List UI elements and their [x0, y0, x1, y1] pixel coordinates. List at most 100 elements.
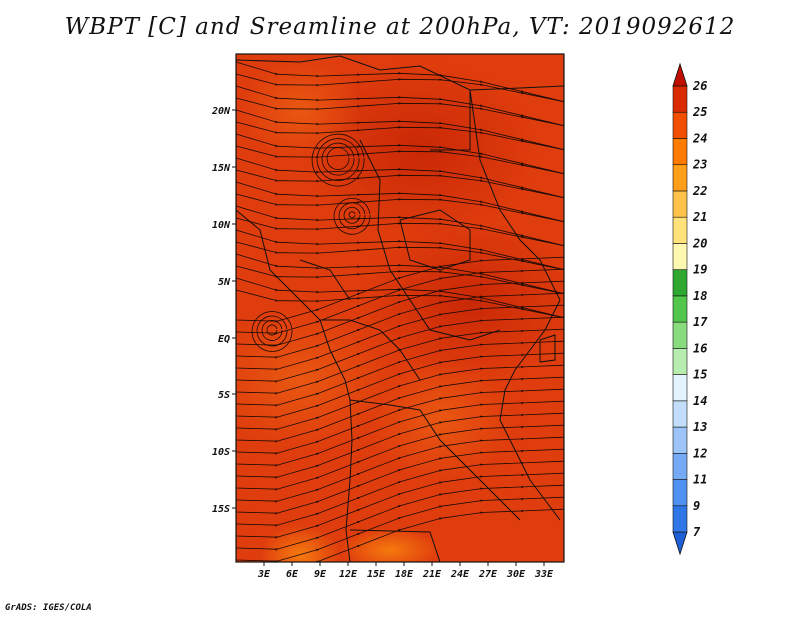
lat-tick: 15N	[212, 163, 236, 174]
svg-text:15N: 15N	[212, 163, 231, 174]
grads-credit: GrADS: IGES/COLA	[5, 603, 92, 613]
streamline	[236, 121, 564, 151]
svg-text:15S: 15S	[212, 504, 230, 515]
streamline	[266, 324, 278, 336]
lon-tick: 15E	[367, 562, 386, 580]
lon-tick: 21E	[422, 562, 442, 580]
colorbar-label: 15	[693, 368, 707, 382]
colorbar-label: 7	[693, 525, 701, 539]
colorbar-bin	[672, 400, 688, 428]
streamline	[236, 145, 564, 175]
colorbar-bin	[672, 164, 688, 192]
streamline	[316, 138, 360, 181]
colorbar-label: 22	[692, 184, 707, 198]
colorbar-label: 17	[693, 315, 708, 329]
colorbar-label: 9	[693, 499, 700, 513]
colorbar-cap-bottom	[672, 531, 688, 556]
colorbar-bin	[672, 348, 688, 375]
lon-tick: 33E	[534, 562, 554, 580]
colorbar-bin	[672, 216, 688, 244]
svg-text:24E: 24E	[450, 569, 470, 580]
streamline	[251, 311, 293, 352]
colorbar-label: 11	[693, 473, 707, 487]
colorbar-bin	[672, 243, 688, 270]
streamline	[261, 320, 283, 341]
svg-text:20N: 20N	[211, 106, 231, 117]
svg-text:5N: 5N	[218, 277, 231, 288]
colorbar-label: 16	[693, 341, 707, 355]
streamline	[275, 508, 564, 562]
streamline	[338, 202, 366, 230]
colorbar-bin	[672, 505, 688, 533]
lon-tick: 30E	[506, 562, 526, 580]
colorbar-bin	[672, 269, 688, 297]
lon-tick: 24E	[450, 562, 470, 580]
streamline	[236, 97, 564, 127]
svg-text:EQ: EQ	[218, 334, 230, 345]
lat-tick: 20N	[211, 106, 236, 117]
colorbar-bin	[672, 190, 688, 218]
colorbar-label: 21	[692, 210, 707, 224]
streamline	[236, 73, 564, 103]
svg-text:12E: 12E	[339, 569, 358, 580]
colorbar-bin	[672, 452, 688, 480]
svg-text:6E: 6E	[286, 569, 299, 580]
svg-text:27E: 27E	[478, 569, 498, 580]
colorbar-bin	[672, 85, 688, 113]
svg-text:18E: 18E	[395, 569, 414, 580]
map-frame	[235, 53, 565, 563]
svg-text:33E: 33E	[534, 569, 554, 580]
streamline	[321, 142, 355, 176]
colorbar-bin	[672, 374, 688, 402]
wbpt-field	[236, 54, 564, 562]
colorbar-bin	[672, 138, 688, 166]
streamline	[236, 169, 564, 199]
streamlines	[236, 61, 564, 562]
lat-tick: 15S	[212, 504, 236, 515]
svg-text:30E: 30E	[506, 569, 526, 580]
colorbar-label: 14	[693, 394, 707, 408]
lon-tick: 6E	[286, 562, 299, 580]
lon-tick: 27E	[478, 562, 498, 580]
colorbar-label: 24	[692, 131, 707, 145]
lat-tick: 10S	[212, 447, 236, 458]
colorbar-label: 18	[693, 289, 707, 303]
lat-tick: 10N	[212, 220, 236, 231]
colorbar-bin	[672, 321, 688, 349]
svg-text:10N: 10N	[212, 220, 231, 231]
lon-tick: 3E	[257, 562, 271, 580]
streamline	[333, 197, 371, 235]
colorbar-label: 20	[692, 236, 707, 250]
chart-title: WBPT [C] and Sreamline at 200hPa, VT: 20…	[64, 14, 736, 40]
streamline	[236, 193, 564, 223]
streamline	[256, 315, 288, 347]
svg-text:21E: 21E	[422, 569, 442, 580]
colorbar-label: 13	[693, 420, 707, 434]
orange-patch-south	[340, 528, 440, 562]
colorbar-bin	[672, 426, 688, 454]
colorbar-label: 23	[692, 158, 707, 172]
lat-axis: 20N 15N 10N 5N EQ 5S 10S 15S	[211, 106, 236, 515]
colorbar-label: 26	[692, 79, 707, 93]
lat-tick: 5N	[218, 277, 236, 288]
svg-text:3E: 3E	[257, 569, 271, 580]
colorbar: 7 9 11 12 13 14 15 16 17 18 19 20 21 22 23 24 25 26	[672, 62, 708, 556]
lon-tick: 9E	[314, 562, 327, 580]
colorbar-label: 19	[693, 263, 707, 277]
colorbar-bin	[672, 479, 688, 507]
colorbar-label: 25	[692, 105, 707, 119]
colorbar-bin	[672, 111, 688, 139]
colorbar-cap-top	[672, 62, 688, 87]
streamline	[326, 147, 350, 170]
lat-tick: EQ	[218, 334, 236, 345]
svg-text:10S: 10S	[212, 447, 230, 458]
lon-axis: 3E 6E 9E 12E 15E 18E 21E 24E 27E 30E 33E	[257, 562, 554, 580]
streamline	[348, 211, 356, 219]
lat-tick: 5S	[218, 390, 236, 401]
streamline	[311, 133, 365, 187]
svg-text:5S: 5S	[218, 390, 230, 401]
streamline	[236, 217, 564, 247]
svg-text:15E: 15E	[367, 569, 386, 580]
colorbar-label: 12	[693, 446, 707, 460]
